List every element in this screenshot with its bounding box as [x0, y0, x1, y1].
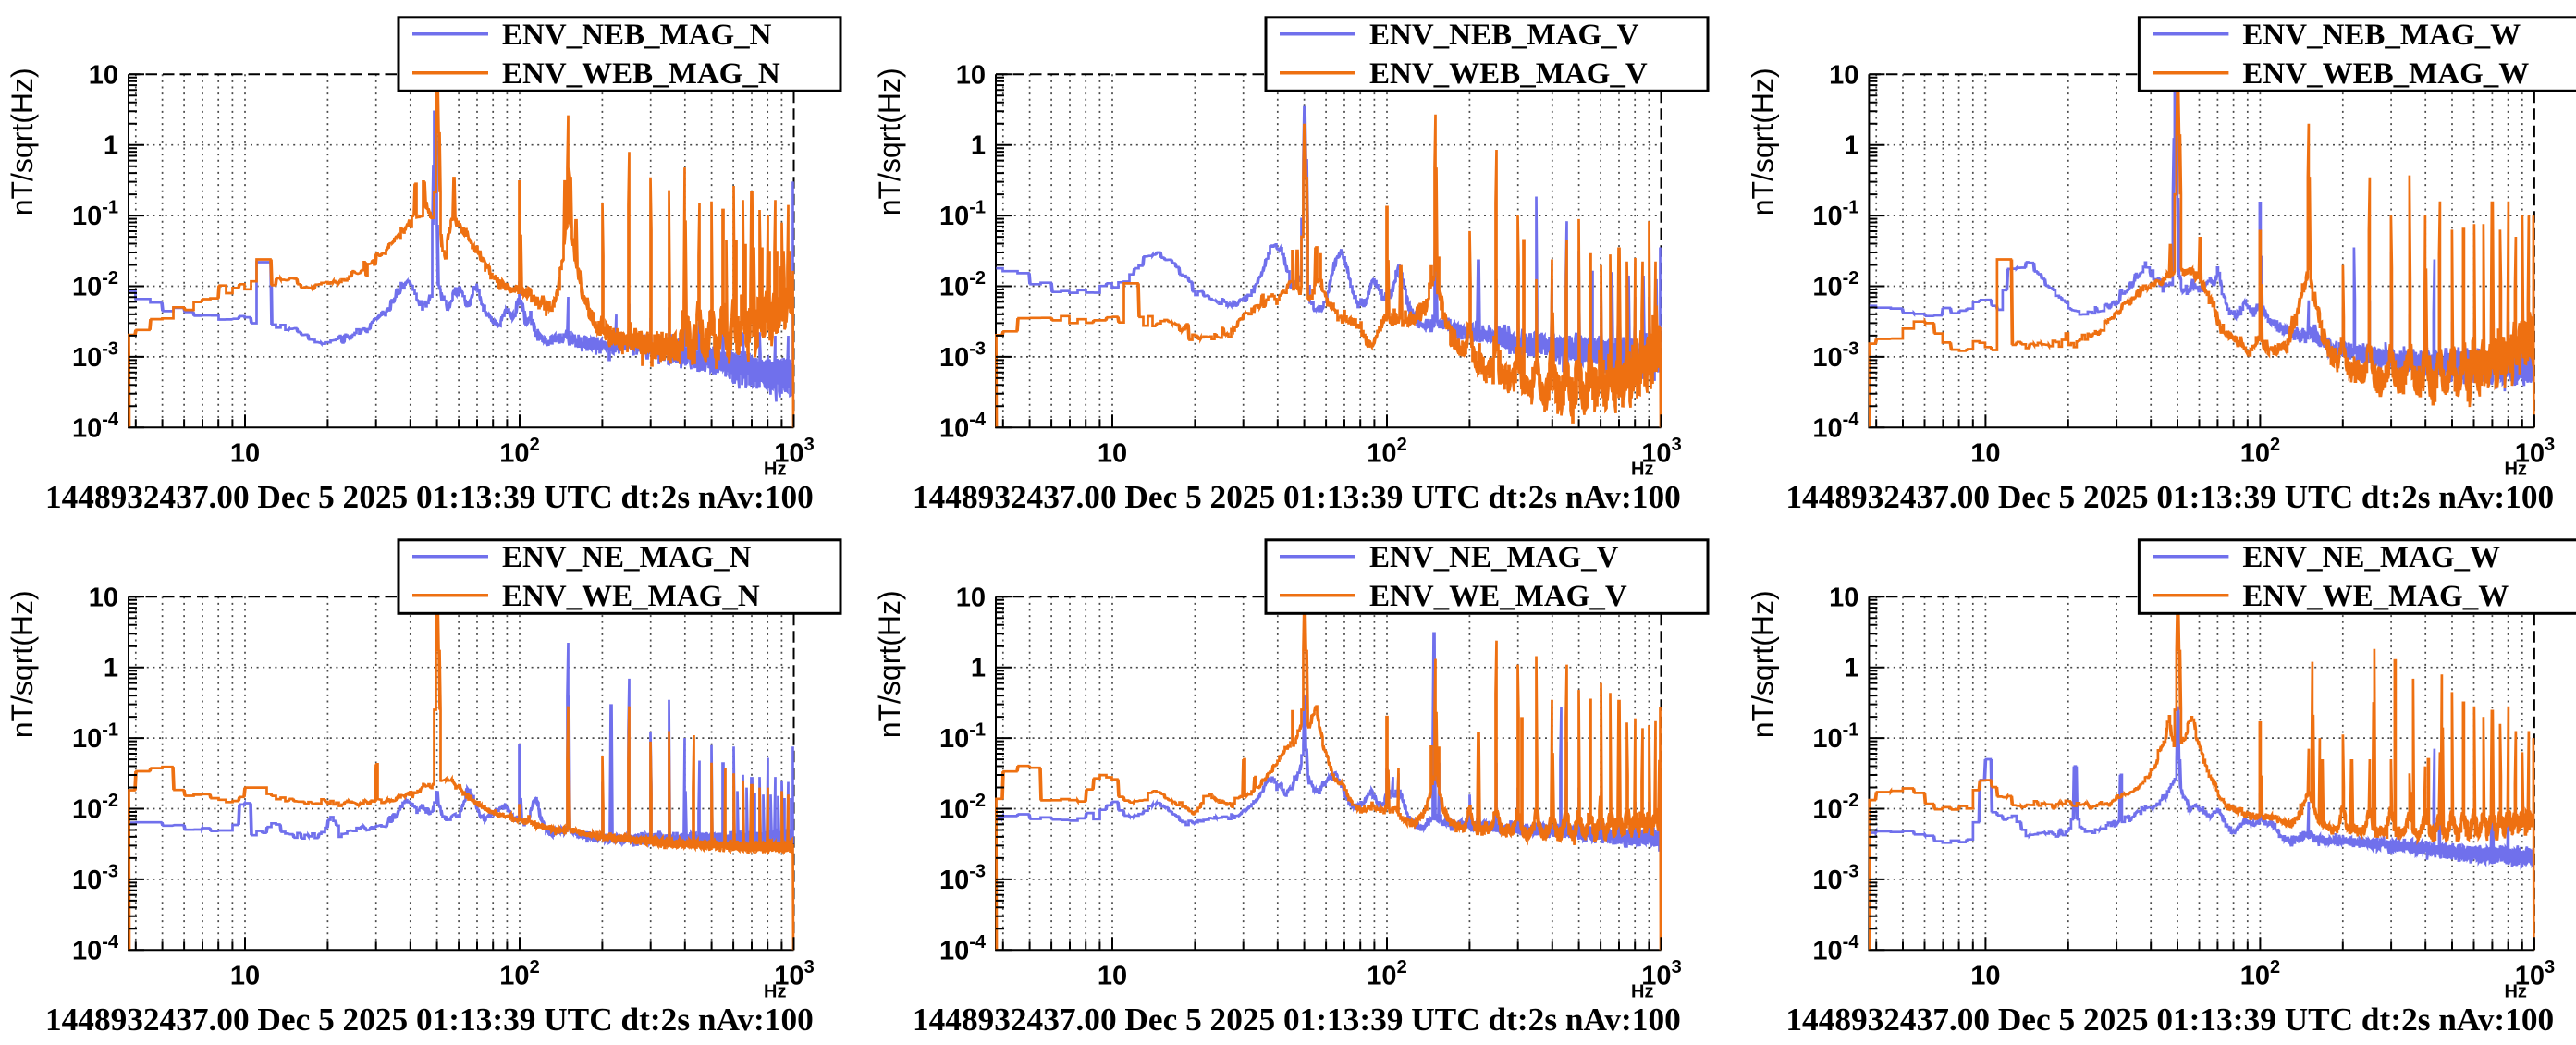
svg-text:10: 10 — [1970, 961, 2000, 990]
svg-text:1448932437.00 Dec 5 2025 01:13: 1448932437.00 Dec 5 2025 01:13:39 UTC dt… — [45, 479, 814, 515]
svg-text:10: 10 — [230, 961, 260, 990]
svg-text:10-4: 10-4 — [72, 932, 119, 966]
svg-text:10: 10 — [956, 583, 986, 612]
svg-text:1: 1 — [1844, 131, 1858, 161]
svg-text:1448932437.00 Dec 5 2025 01:13: 1448932437.00 Dec 5 2025 01:13:39 UTC dt… — [1785, 1002, 2554, 1038]
svg-text:ENV_NE_MAG_W: ENV_NE_MAG_W — [2242, 541, 2500, 574]
svg-text:ENV_WE_MAG_N: ENV_WE_MAG_N — [502, 580, 760, 613]
svg-text:10-1: 10-1 — [1812, 198, 1858, 232]
svg-text:10-4: 10-4 — [1812, 932, 1859, 966]
svg-text:Hz: Hz — [764, 459, 786, 479]
svg-text:10-4: 10-4 — [939, 932, 987, 966]
svg-text:1: 1 — [971, 131, 986, 161]
svg-text:ENV_WEB_MAG_V: ENV_WEB_MAG_V — [1369, 57, 1648, 91]
svg-text:Hz: Hz — [1631, 459, 1653, 479]
svg-text:ENV_NE_MAG_N: ENV_NE_MAG_N — [502, 541, 752, 574]
svg-text:10: 10 — [956, 60, 986, 90]
svg-text:Hz: Hz — [764, 981, 786, 1002]
svg-text:Hz: Hz — [2504, 981, 2526, 1002]
svg-text:Hz: Hz — [1631, 981, 1653, 1002]
svg-text:nT/sqrt(Hz): nT/sqrt(Hz) — [873, 590, 906, 738]
svg-text:10: 10 — [89, 583, 118, 612]
svg-text:1448932437.00 Dec 5 2025 01:13: 1448932437.00 Dec 5 2025 01:13:39 UTC dt… — [1785, 479, 2554, 515]
svg-text:1: 1 — [104, 131, 118, 161]
svg-text:10: 10 — [230, 438, 260, 468]
svg-text:ENV_WE_MAG_V: ENV_WE_MAG_V — [1369, 580, 1627, 613]
svg-text:ENV_WEB_MAG_W: ENV_WEB_MAG_W — [2242, 57, 2529, 91]
svg-text:10: 10 — [1829, 583, 1858, 612]
svg-text:1: 1 — [971, 654, 986, 683]
svg-text:10-2: 10-2 — [1812, 791, 1858, 825]
svg-text:nT/sqrt(Hz): nT/sqrt(Hz) — [6, 590, 39, 738]
svg-text:nT/sqrt(Hz): nT/sqrt(Hz) — [1746, 590, 1779, 738]
svg-text:ENV_NEB_MAG_W: ENV_NEB_MAG_W — [2242, 18, 2521, 52]
svg-text:1448932437.00 Dec 5 2025 01:13: 1448932437.00 Dec 5 2025 01:13:39 UTC dt… — [913, 479, 1681, 515]
svg-text:ENV_WEB_MAG_N: ENV_WEB_MAG_N — [502, 57, 780, 91]
svg-text:1: 1 — [104, 654, 118, 683]
svg-text:nT/sqrt(Hz): nT/sqrt(Hz) — [1746, 68, 1779, 215]
svg-text:ENV_NE_MAG_V: ENV_NE_MAG_V — [1369, 541, 1619, 574]
svg-text:ENV_WE_MAG_W: ENV_WE_MAG_W — [2242, 580, 2509, 613]
svg-text:10: 10 — [1970, 438, 2000, 468]
svg-text:nT/sqrt(Hz): nT/sqrt(Hz) — [6, 68, 39, 215]
svg-text:1: 1 — [1844, 654, 1858, 683]
svg-text:nT/sqrt(Hz): nT/sqrt(Hz) — [873, 68, 906, 215]
svg-text:10: 10 — [1098, 438, 1127, 468]
svg-text:10: 10 — [1829, 60, 1858, 90]
svg-text:ENV_NEB_MAG_V: ENV_NEB_MAG_V — [1369, 18, 1639, 52]
svg-text:1448932437.00 Dec 5 2025 01:13: 1448932437.00 Dec 5 2025 01:13:39 UTC dt… — [45, 1002, 814, 1038]
svg-text:Hz: Hz — [2504, 459, 2526, 479]
svg-text:1448932437.00 Dec 5 2025 01:13: 1448932437.00 Dec 5 2025 01:13:39 UTC dt… — [913, 1002, 1681, 1038]
svg-text:10-1: 10-1 — [72, 198, 118, 232]
svg-text:10: 10 — [1098, 961, 1127, 990]
svg-text:10-2: 10-2 — [72, 268, 118, 302]
svg-text:ENV_NEB_MAG_N: ENV_NEB_MAG_N — [502, 18, 772, 52]
svg-text:10: 10 — [89, 60, 118, 90]
